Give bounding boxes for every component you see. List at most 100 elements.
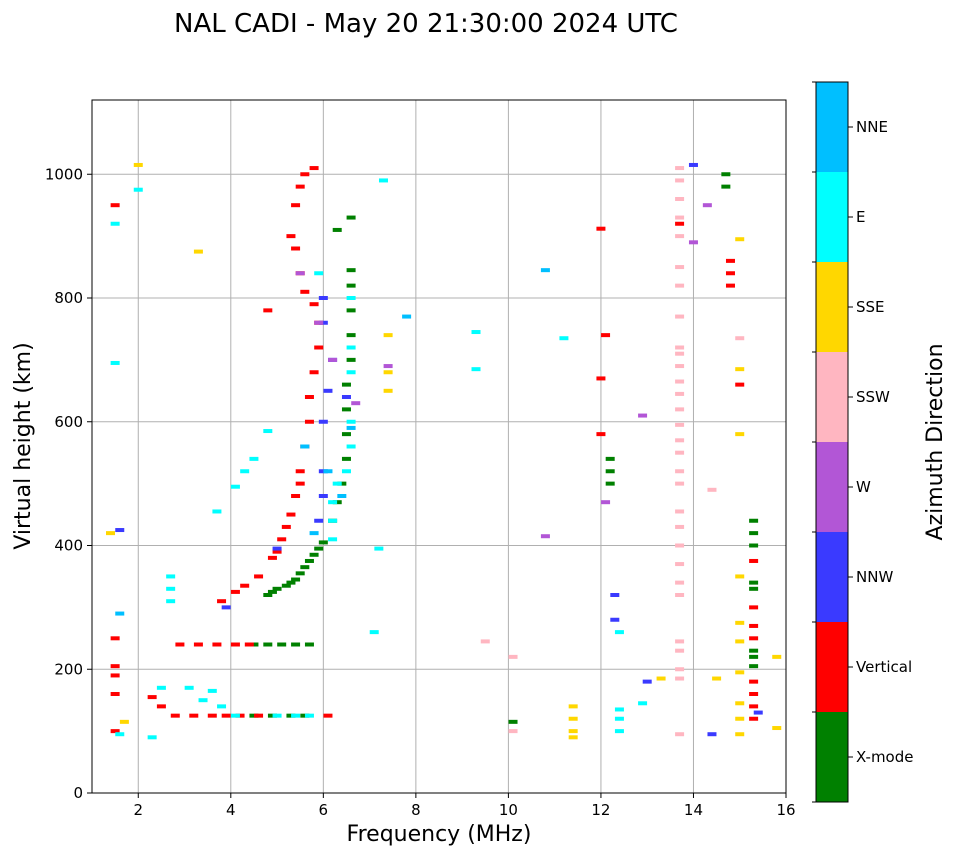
data-point <box>749 704 759 709</box>
data-point <box>749 679 759 684</box>
data-point <box>675 379 685 384</box>
data-point <box>346 370 356 375</box>
colorbar-category-label: Vertical <box>856 658 912 676</box>
data-point <box>749 648 759 653</box>
data-point <box>508 654 518 659</box>
colorbar-category-label: SSW <box>856 388 890 406</box>
data-point <box>147 735 157 740</box>
data-point <box>351 401 361 406</box>
x-tick-label: 14 <box>684 801 703 819</box>
data-point <box>675 469 685 474</box>
data-point <box>272 546 282 551</box>
data-point <box>328 537 338 542</box>
data-point <box>675 438 685 443</box>
data-point <box>133 162 143 167</box>
data-point <box>675 580 685 585</box>
data-point <box>675 732 685 737</box>
data-point <box>304 558 314 563</box>
data-point <box>605 456 615 461</box>
data-point <box>675 351 685 356</box>
data-point <box>207 713 217 718</box>
colorbar-segment <box>816 712 848 802</box>
data-point <box>309 370 319 375</box>
data-point <box>568 704 578 709</box>
data-point <box>735 382 745 387</box>
data-point <box>614 630 624 635</box>
colorbar-segment <box>816 352 848 442</box>
data-point <box>540 268 550 273</box>
data-point <box>300 565 310 570</box>
x-tick-label: 2 <box>133 801 143 819</box>
data-marks <box>106 162 782 740</box>
data-point <box>346 357 356 362</box>
data-point <box>749 586 759 591</box>
data-point <box>286 713 296 718</box>
x-tick-label: 4 <box>226 801 236 819</box>
data-point <box>749 518 759 523</box>
data-point <box>346 345 356 350</box>
data-point <box>291 494 301 498</box>
data-point <box>110 692 120 696</box>
colorbar-segment <box>816 172 848 262</box>
data-point <box>291 713 301 718</box>
colorbar-category-label: SSE <box>856 298 885 316</box>
x-tick-label: 6 <box>319 801 329 819</box>
data-point <box>314 345 324 350</box>
plot-area: 2 4 6 8 10 12 14 16 0 200 400 600 800 1000 <box>45 99 796 819</box>
data-point <box>230 484 240 489</box>
data-point <box>332 500 342 505</box>
data-point <box>318 296 328 300</box>
data-point <box>249 456 259 461</box>
data-point <box>675 221 685 226</box>
data-point <box>749 654 759 659</box>
data-point <box>166 574 176 579</box>
data-point <box>318 494 328 498</box>
data-point <box>295 571 305 576</box>
data-point <box>184 685 194 690</box>
data-point <box>675 391 685 396</box>
data-point <box>314 320 324 325</box>
data-point <box>304 642 314 647</box>
x-axis-label: Frequency (MHz) <box>347 822 532 847</box>
data-point <box>675 509 685 514</box>
data-point <box>110 729 120 734</box>
data-point <box>480 639 490 644</box>
data-point <box>295 184 305 189</box>
data-point <box>383 364 393 369</box>
series-e <box>110 178 648 740</box>
data-point <box>369 630 379 635</box>
data-point <box>735 367 745 372</box>
data-point <box>221 713 231 718</box>
data-point <box>286 512 296 517</box>
data-point <box>323 469 333 474</box>
data-point <box>291 577 301 582</box>
data-point <box>601 500 611 505</box>
data-point <box>702 203 712 208</box>
y-tick-label: 200 <box>54 660 83 678</box>
y-tick-label: 400 <box>54 537 83 555</box>
data-point <box>115 611 125 616</box>
y-tick-label: 0 <box>73 784 83 802</box>
colorbar-segment <box>816 262 848 352</box>
chart-title: NAL CADI - May 20 21:30:00 2024 UTC <box>174 9 678 39</box>
colorbar-segment <box>816 622 848 712</box>
data-point <box>749 543 759 548</box>
y-tick-label: 800 <box>54 289 83 307</box>
data-point <box>254 713 264 718</box>
data-point <box>119 719 129 724</box>
data-point <box>267 555 277 560</box>
data-point <box>725 258 735 263</box>
data-point <box>610 593 620 597</box>
data-point <box>328 518 338 523</box>
data-point <box>318 419 328 424</box>
data-point <box>346 444 356 449</box>
data-point <box>675 234 685 239</box>
data-point <box>106 531 116 536</box>
data-point <box>170 713 180 718</box>
x-ticks: 2 4 6 8 10 12 14 16 <box>133 793 796 819</box>
data-point <box>749 664 759 669</box>
data-point <box>383 370 393 375</box>
data-point <box>300 713 310 718</box>
data-point <box>115 732 125 737</box>
